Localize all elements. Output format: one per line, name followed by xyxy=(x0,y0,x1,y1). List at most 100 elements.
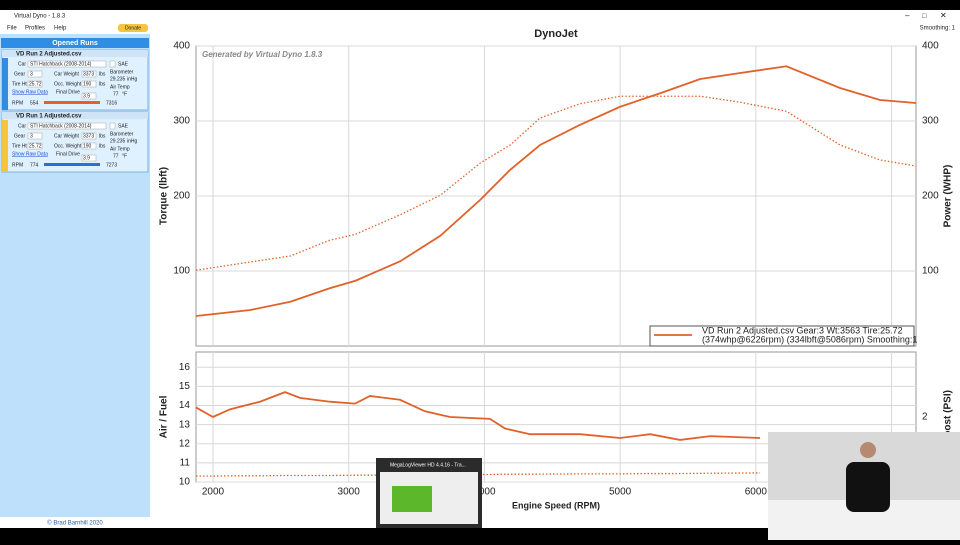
run-field: Car Weight xyxy=(54,133,80,139)
sidebar-header xyxy=(1,38,149,48)
run-field: Tire Ht xyxy=(12,143,27,149)
run-field: SAE xyxy=(118,123,129,129)
run-field: Barometer xyxy=(110,131,134,137)
x-tick-label: 6000 xyxy=(745,487,768,498)
smoothing-select[interactable]: Smoothing: 1 xyxy=(920,26,956,32)
y2-axis-label: Boost (PSI) xyxy=(943,390,954,444)
y-tick-label: 13 xyxy=(179,419,191,430)
run-field: SAE xyxy=(118,61,129,67)
run-field: 25.72 xyxy=(29,81,42,87)
webcam-body xyxy=(846,462,890,512)
y2-tick-label: 100 xyxy=(922,266,939,277)
series-line xyxy=(195,391,761,441)
run-panel xyxy=(1,111,149,173)
run-field: Car xyxy=(18,123,26,129)
run-file: VD Run 1 Adjusted.csv xyxy=(16,114,82,120)
y-tick-label: 200 xyxy=(173,191,190,202)
input-box[interactable] xyxy=(109,122,116,130)
close-button[interactable]: ✕ xyxy=(940,11,947,20)
menu-item[interactable]: Profiles xyxy=(25,26,45,32)
donate-button[interactable] xyxy=(118,24,148,32)
run-field: Final Drive xyxy=(56,89,80,95)
run-field: Gear xyxy=(14,133,25,139)
legend-label: VD Run 2 Adjusted.csv Gear:3 Wt:3563 Tir… xyxy=(702,325,903,335)
run-field: 190 xyxy=(83,143,92,149)
y-tick-label: 100 xyxy=(173,266,190,277)
x-tick-label: 5000 xyxy=(609,487,632,498)
chart-title: DynoJet xyxy=(534,28,578,40)
x-tick-label: 3000 xyxy=(338,487,361,498)
run-field: °F xyxy=(122,153,127,159)
rpm-slider[interactable] xyxy=(44,101,100,104)
series-line xyxy=(195,65,917,317)
input-box[interactable] xyxy=(81,92,97,100)
preview-thumb-area xyxy=(392,486,432,512)
input-box[interactable] xyxy=(27,122,107,130)
run-field: 554 xyxy=(30,100,39,106)
input-box[interactable] xyxy=(27,142,43,150)
y-tick-label: 10 xyxy=(179,477,191,488)
input-box[interactable] xyxy=(81,132,97,140)
run-field: 774 xyxy=(30,162,39,168)
run-field: inHg xyxy=(127,138,138,144)
input-box[interactable] xyxy=(81,154,97,162)
run-field: Barometer xyxy=(110,69,134,75)
run-field: lbs xyxy=(99,81,106,87)
taskbar-preview[interactable]: MegaLogViewer HD 4.4.16 - Tra... xyxy=(376,458,482,528)
donate-label: Donate xyxy=(125,25,141,31)
series-line xyxy=(195,95,917,271)
run-field: Air Temp xyxy=(110,84,130,90)
y-axis-label: Torque (lbft) xyxy=(159,167,170,225)
run-panel xyxy=(1,49,149,111)
input-box[interactable] xyxy=(81,142,97,150)
input-box[interactable] xyxy=(27,70,43,78)
run-field: RPM xyxy=(12,162,23,168)
y2-axis-label: Power (WHP) xyxy=(943,165,954,228)
min-button[interactable]: – xyxy=(905,11,910,20)
input-box[interactable] xyxy=(109,60,116,68)
x-tick-label: 2000 xyxy=(202,487,225,498)
run-field: 3373 xyxy=(83,71,94,77)
y2-tick-label: 2 xyxy=(922,412,928,423)
run-field: STI Hatchback (2008-2014) xyxy=(30,123,92,129)
input-box[interactable] xyxy=(27,60,107,68)
run-field: 77 xyxy=(113,91,119,97)
run-field: inHg xyxy=(127,76,138,82)
run-field: 3.9 xyxy=(83,93,90,99)
run-field: Occ. Weight xyxy=(54,81,82,87)
menu-item[interactable]: File xyxy=(7,26,17,32)
run-head xyxy=(2,50,148,57)
y-tick-label: 15 xyxy=(179,381,191,392)
run-field: Car Weight xyxy=(54,71,80,77)
y-tick-label: 300 xyxy=(173,116,190,127)
run-tab xyxy=(2,58,8,110)
max-button[interactable]: □ xyxy=(922,13,927,20)
run-field: 7316 xyxy=(106,100,117,106)
preview-title: MegaLogViewer HD 4.4.16 - Tra... xyxy=(390,462,466,468)
webcam-head xyxy=(860,442,876,458)
legend xyxy=(649,325,915,347)
run-field[interactable]: Show Raw Data xyxy=(12,151,48,157)
input-box[interactable] xyxy=(81,70,97,78)
legend-detail: (374whp@6226rpm) (334lbft@5086rpm) Smoot… xyxy=(702,334,917,344)
menu-item[interactable]: Help xyxy=(54,26,67,32)
run-field: Car xyxy=(18,61,26,67)
input-box[interactable] xyxy=(81,80,97,88)
run-field: 77 xyxy=(113,153,119,159)
webcam-overlay xyxy=(768,432,960,540)
run-field[interactable]: Show Raw Data xyxy=(12,89,48,95)
y-tick-label: 16 xyxy=(179,362,191,373)
run-field: 190 xyxy=(83,81,92,87)
chart-subtitle: Generated by Virtual Dyno 1.8.3 xyxy=(202,50,323,59)
input-box[interactable] xyxy=(27,132,43,140)
rpm-slider[interactable] xyxy=(44,163,100,166)
y-tick-label: 14 xyxy=(179,400,191,411)
input-box[interactable] xyxy=(27,80,43,88)
run-field: °F xyxy=(122,91,127,97)
run-field: RPM xyxy=(12,100,23,106)
y-axis-label: Air / Fuel xyxy=(159,395,170,438)
y2-tick-label: 200 xyxy=(922,191,939,202)
run-field: lbs xyxy=(99,71,106,77)
run-field: Tire Ht xyxy=(12,81,27,87)
run-field: 3373 xyxy=(83,133,94,139)
